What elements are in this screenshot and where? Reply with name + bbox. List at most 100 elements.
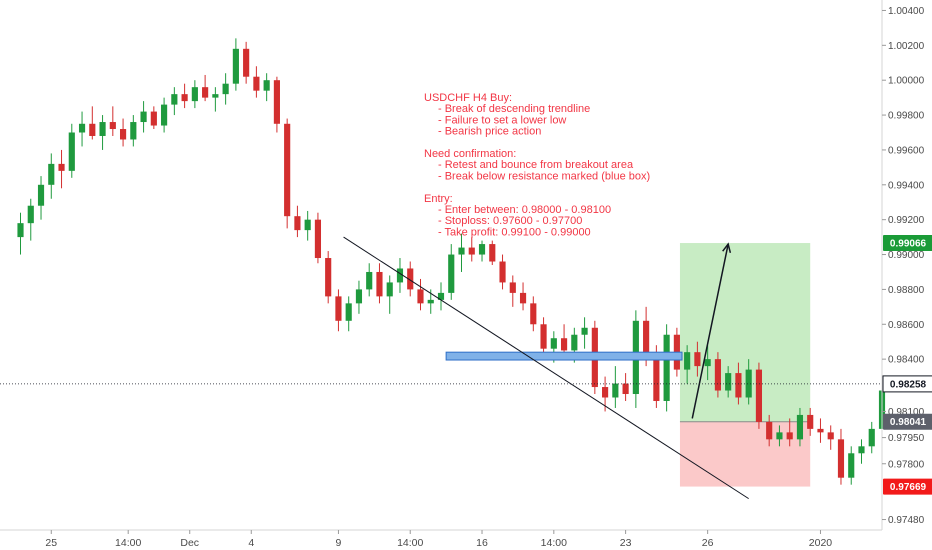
- candle: [386, 275, 393, 314]
- candle-body: [109, 122, 116, 130]
- annotation-line: - Bearish price action: [438, 126, 541, 138]
- target-arrow-shaft: [691, 243, 729, 419]
- candle-body: [858, 446, 865, 454]
- candle: [817, 418, 824, 443]
- candle-body: [335, 296, 342, 321]
- candle-body: [140, 111, 147, 123]
- candle: [89, 106, 96, 140]
- candle: [99, 115, 106, 150]
- time-tick-label: Dec: [180, 537, 199, 549]
- candle: [171, 87, 178, 116]
- candle: [458, 233, 465, 272]
- candle: [417, 278, 424, 311]
- time-tick-label: 23: [620, 537, 632, 549]
- price-tick-label: 0.97800: [888, 459, 925, 470]
- trade-annotation: USDCHF H4 Buy: - Break of descending tren…: [424, 92, 650, 238]
- time-tick-label: 9: [336, 537, 342, 549]
- candle-body: [458, 247, 465, 255]
- candle: [17, 212, 24, 255]
- candle-body: [868, 428, 875, 447]
- candle: [161, 97, 168, 133]
- candle: [489, 240, 496, 265]
- target-price-badge: 0.99066: [883, 235, 932, 252]
- candle-body: [284, 123, 291, 217]
- candle: [212, 87, 219, 112]
- price-tick-label: 0.97950: [888, 433, 925, 444]
- candle: [725, 366, 732, 398]
- candle-body: [119, 129, 127, 140]
- candle-body: [581, 327, 588, 335]
- price-tick-label: 0.98400: [888, 355, 925, 366]
- candle-body: [366, 271, 373, 290]
- annotation-line: - Break below resistance marked (blue bo…: [438, 170, 650, 182]
- chart-drawings[interactable]: [0, 236, 882, 500]
- annotation-line: - Retest and bounce from breakout area: [438, 159, 634, 171]
- candle-body: [663, 334, 670, 401]
- candle: [755, 362, 763, 429]
- candle: [191, 80, 198, 109]
- current-price-badge: 0.98258: [883, 375, 932, 392]
- annotation-line: - Break of descending trendline: [438, 103, 590, 115]
- candle: [27, 198, 34, 241]
- candle: [366, 263, 373, 297]
- candle-body: [827, 432, 834, 440]
- candle: [704, 345, 711, 381]
- annotation-line: - Enter between: 0.98000 - 0.98100: [438, 204, 611, 216]
- time-tick-label: 16: [476, 537, 488, 549]
- annotation-line: Need confirmation:: [424, 148, 516, 160]
- candle-body: [540, 324, 547, 349]
- time-tick-label: 2020: [809, 537, 833, 549]
- time-tick-label: 14:00: [115, 537, 141, 549]
- candle: [202, 74, 209, 102]
- candle: [714, 352, 721, 398]
- candle-body: [181, 94, 188, 102]
- price-tick-label: 0.99200: [888, 215, 925, 226]
- candle: [48, 153, 55, 199]
- candle-body: [776, 432, 783, 440]
- price-tick-label: 0.99400: [888, 180, 925, 191]
- candle-body: [202, 87, 209, 98]
- annotation-line: - Take profit: 0.99100 - 0.99000: [438, 226, 591, 238]
- candle: [509, 275, 516, 307]
- candle-body: [684, 352, 691, 370]
- entry-price-badge: 0.98041: [883, 413, 932, 430]
- candle-body: [417, 289, 424, 304]
- candle: [325, 251, 332, 304]
- entry-price-badge-bg: [883, 413, 932, 430]
- stop-price-badge-text: 0.97669: [890, 482, 927, 493]
- candle-body: [704, 359, 711, 367]
- price-tick-label: 1.00400: [888, 6, 925, 17]
- candle: [622, 373, 629, 401]
- current-price-badge-border: [882, 375, 932, 393]
- price-badges: 0.99066 0.98258 0.98041 0.97669: [882, 235, 932, 495]
- candle: [130, 115, 137, 147]
- price-axis[interactable]: 1.00400 1.00200 1.00000 0.99800 0.99600 0.994…: [881, 0, 925, 530]
- candle: [694, 341, 701, 377]
- candle: [519, 282, 527, 311]
- target-arrow-head: [722, 242, 732, 253]
- candle: [478, 240, 486, 262]
- candle-body: [355, 289, 363, 304]
- price-tick-label: 0.99600: [888, 145, 925, 156]
- candle: [243, 41, 250, 84]
- time-axis[interactable]: 25 14:00 Dec 4 9 14:00 16 14:00 23 26 2020: [0, 529, 882, 549]
- candle-body: [612, 383, 619, 398]
- candle-body: [817, 428, 824, 433]
- candle: [858, 439, 865, 464]
- time-tick-label: 25: [45, 537, 57, 549]
- candle-body: [78, 123, 86, 133]
- candle: [140, 101, 147, 133]
- candle: [181, 83, 188, 109]
- annotation-line: Entry:: [424, 193, 453, 205]
- candle-body: [622, 383, 629, 395]
- candle: [150, 106, 157, 130]
- candle: [663, 324, 670, 412]
- candle-body: [304, 219, 311, 231]
- candle-body: [848, 453, 855, 478]
- candle-body: [560, 338, 568, 351]
- candle: [345, 296, 352, 332]
- annotation-line: - Stoploss: 0.97600 - 0.97700: [438, 215, 582, 227]
- candle-body: [58, 163, 65, 171]
- candle: [396, 258, 404, 293]
